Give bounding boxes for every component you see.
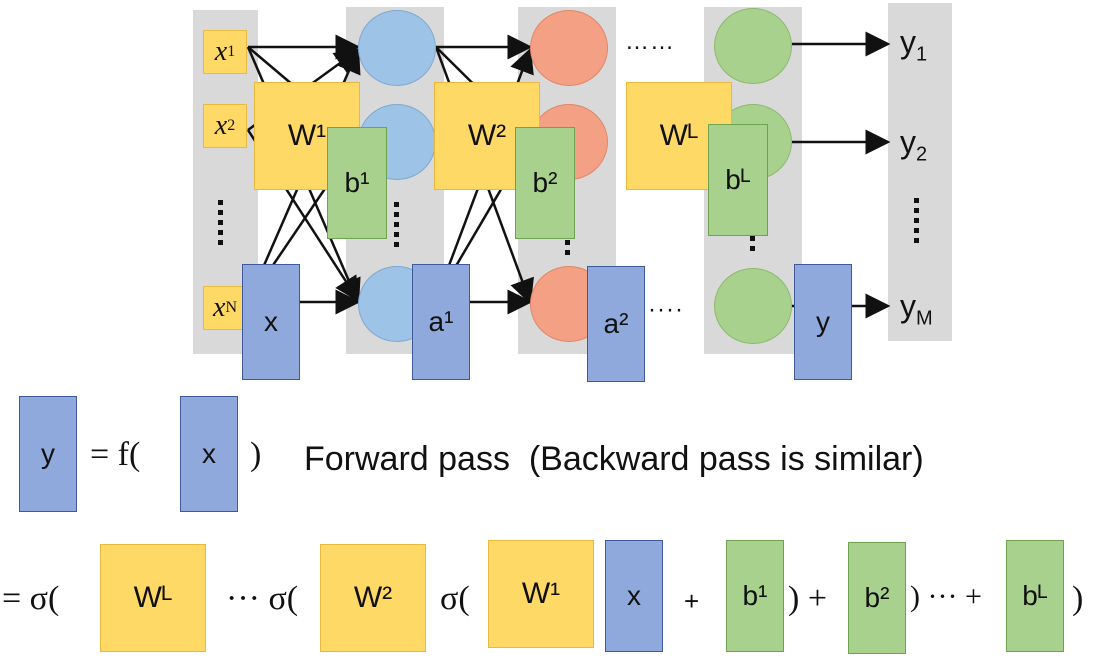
layer-ellipsis-bottom: ···· [648,296,684,323]
eq2-sigma-start: = σ( [2,580,60,617]
eq2-bias-b1: b¹ [726,540,784,652]
layerL-neuron-n [714,268,792,344]
input-x2-var: x [214,110,228,141]
layerL-vertical-ellipsis [750,236,756,256]
bias-vector-b2: b² [515,127,575,239]
eq2-sigma: σ( [440,580,470,617]
layerL-neuron-1 [714,8,792,84]
output-y2: y2 [900,124,927,166]
layer2-neuron-1 [530,10,608,86]
layer1-vertical-ellipsis [394,202,400,252]
layer-ellipsis-top: …… [625,28,675,55]
output-vertical-ellipsis [914,198,920,248]
forward-pass-caption: Forward pass (Backward pass is similar) [304,440,924,478]
output-y1-var: y [900,24,916,60]
output-ym: yM [900,288,933,330]
eq1-lhs-y: y [19,396,77,512]
activation-vector-a1: a¹ [412,264,470,380]
bias-vector-bL: bᴸ [708,124,768,236]
output-y1-sub: 1 [916,43,928,66]
eq1-close-paren: ) [250,436,262,473]
output-ym-sub: M [916,307,933,330]
output-y2-var: y [900,124,916,160]
input-x2-sub: 2 [227,117,236,134]
eq2-plus: + [684,586,700,616]
eq2-bias-bL: bᴸ [1006,540,1064,652]
output-column [888,3,952,341]
eq2-close-1: ) + [788,580,827,617]
eq2-close-3: ) [1072,580,1084,617]
eq2-input-x: x [605,540,663,652]
eq2-weight-wL: Wᴸ [100,544,206,652]
input-vertical-ellipsis [218,200,224,250]
output-vector-y: y [794,264,852,380]
eq2-ellipsis-sigma: ··· σ( [226,580,299,617]
layer1-neuron-1 [358,10,436,86]
bias-vector-b1: b¹ [327,127,387,239]
input-vector-x: x [242,264,300,380]
input-x1-var: x [214,36,228,67]
output-ym-var: y [900,288,916,324]
output-y1: y1 [900,24,927,66]
eq2-bias-b2: b² [848,542,906,654]
eq2-close-2: ) ··· + [910,580,982,613]
eq2-weight-w1: W¹ [488,540,594,648]
input-x1-sub: 1 [227,43,236,60]
output-y2-sub: 2 [916,143,928,166]
input-xn-var: x [213,292,226,323]
eq1-equals-f: = f( [90,436,141,473]
layer2-vertical-ellipsis [565,240,571,260]
eq1-arg-x: x [180,396,238,512]
input-xn-sub: N [225,299,237,316]
activation-vector-a2: a² [587,266,645,382]
eq2-weight-w2: W² [320,544,426,652]
